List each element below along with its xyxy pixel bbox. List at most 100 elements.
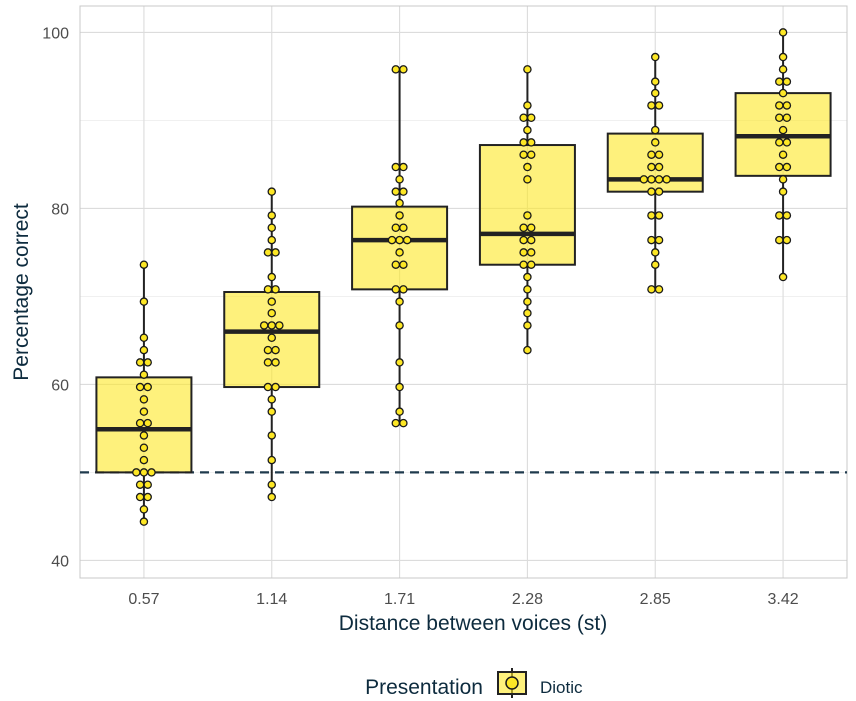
data-point (523, 297, 532, 306)
legend-key-diotic (497, 668, 527, 698)
data-point (778, 175, 788, 184)
data-point (271, 382, 280, 392)
data-point (391, 187, 401, 196)
data-point (391, 260, 401, 269)
data-point (395, 211, 404, 220)
legend-title: Presentation (365, 676, 483, 699)
data-point (271, 358, 280, 367)
data-point (395, 235, 404, 245)
data-point (395, 382, 404, 392)
data-point (519, 138, 528, 147)
data-point (135, 480, 145, 489)
data-point (654, 150, 664, 159)
x-tick-label: 1.14 (256, 591, 287, 608)
data-point (271, 248, 280, 257)
data-point (778, 28, 788, 37)
data-point (267, 187, 276, 196)
data-point (139, 345, 149, 355)
data-point (778, 187, 788, 196)
data-point (775, 101, 784, 110)
data-point (523, 162, 532, 172)
legend: Presentation Diotic (365, 668, 583, 699)
data-point (139, 407, 149, 416)
data-point (267, 407, 276, 416)
legend-key-point (505, 676, 519, 690)
data-point (523, 125, 532, 135)
data-point (647, 150, 656, 159)
data-point (263, 285, 273, 294)
y-tick-label: 40 (51, 553, 69, 570)
data-point (654, 101, 664, 110)
data-point (639, 175, 649, 184)
data-point (391, 223, 401, 233)
x-axis-label: Distance between voices (st) (339, 612, 607, 635)
data-point (654, 187, 664, 196)
data-point (647, 187, 656, 196)
data-point (135, 382, 145, 392)
plot-panel-border (79, 5, 848, 579)
data-point (647, 285, 656, 294)
data-point (395, 198, 404, 208)
data-point (267, 395, 276, 404)
data-point (399, 223, 408, 233)
data-point (139, 517, 149, 526)
y-tick-label: 60 (51, 377, 69, 394)
data-point (267, 211, 276, 220)
data-point (391, 162, 401, 172)
data-point (399, 260, 408, 269)
data-point (523, 308, 532, 318)
data-point (775, 162, 784, 172)
data-point (647, 235, 656, 245)
data-point (519, 248, 528, 257)
data-point (267, 480, 276, 489)
data-point (778, 88, 788, 98)
data-point (391, 418, 401, 428)
data-point (259, 321, 269, 330)
data-point (782, 113, 792, 123)
data-point (526, 260, 536, 269)
data-point (775, 113, 784, 123)
data-point (271, 285, 280, 294)
box-3.42 (734, 32, 832, 278)
data-point (782, 211, 792, 220)
data-point (519, 113, 528, 123)
data-point (395, 407, 404, 416)
data-point (391, 65, 401, 74)
data-point (782, 235, 792, 245)
data-point (135, 492, 145, 502)
data-point (271, 345, 280, 355)
data-point (523, 321, 532, 330)
data-point (267, 297, 276, 306)
data-point (143, 358, 152, 367)
data-point (526, 235, 536, 245)
data-point (267, 492, 276, 502)
data-point (654, 285, 664, 294)
data-point (526, 138, 536, 147)
data-point (647, 175, 656, 184)
data-point (139, 455, 149, 465)
data-point (651, 248, 660, 257)
data-point (395, 297, 404, 306)
data-point (775, 211, 784, 220)
data-point (775, 235, 784, 245)
data-point (523, 101, 532, 110)
y-axis-ticks: 40 60 80 100 (42, 25, 69, 570)
data-point (263, 358, 273, 367)
data-point (523, 272, 532, 282)
data-point (782, 77, 792, 86)
data-point (662, 175, 671, 184)
y-axis-label: Percentage correct (10, 203, 33, 381)
data-point (782, 138, 792, 147)
data-point (139, 260, 149, 269)
data-point (519, 235, 528, 245)
data-point (651, 88, 660, 98)
data-point (523, 175, 532, 184)
data-point (399, 187, 408, 196)
data-point (654, 175, 664, 184)
data-point (654, 211, 664, 220)
data-point (139, 431, 149, 440)
data-point (391, 285, 401, 294)
data-point (275, 321, 284, 330)
data-point (651, 138, 660, 147)
data-point (526, 248, 536, 257)
